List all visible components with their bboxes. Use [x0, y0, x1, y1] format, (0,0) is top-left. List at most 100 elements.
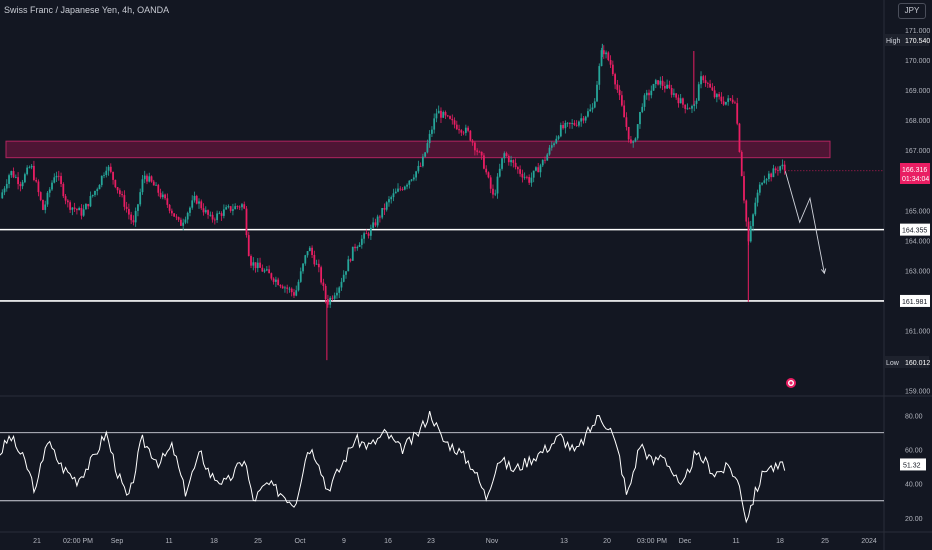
- candle-body: [679, 98, 682, 104]
- candle: [557, 135, 560, 141]
- price-tick-label: 165.000: [905, 208, 930, 215]
- price-tick-label: 169.000: [905, 88, 930, 95]
- candle-body: [10, 171, 13, 176]
- candle: [758, 182, 761, 196]
- candle-body: [279, 285, 282, 287]
- candle-body: [193, 195, 196, 201]
- candle: [770, 172, 773, 182]
- candle-body: [510, 160, 512, 163]
- candle-body: [229, 206, 232, 211]
- candle-body: [159, 192, 162, 198]
- candle: [548, 145, 551, 156]
- candle-body: [324, 285, 327, 300]
- currency-button[interactable]: JPY: [898, 3, 926, 19]
- candle-body: [657, 80, 659, 85]
- candle: [503, 151, 506, 163]
- candle: [743, 171, 745, 204]
- candle-body: [288, 288, 291, 290]
- candle-body: [589, 109, 592, 112]
- candle: [383, 203, 386, 216]
- candle: [670, 84, 673, 98]
- candle-body: [469, 130, 472, 141]
- candle-body: [211, 214, 214, 220]
- candle: [103, 172, 105, 179]
- candle-body: [272, 278, 275, 282]
- candle-body: [329, 297, 332, 305]
- candle: [632, 140, 635, 148]
- candle: [650, 85, 653, 99]
- candle-body: [388, 199, 390, 203]
- candle-body: [600, 50, 603, 67]
- candle-body: [575, 124, 578, 126]
- candle-body: [415, 171, 417, 178]
- candle: [175, 214, 178, 221]
- candle: [663, 81, 666, 93]
- candle: [602, 45, 605, 59]
- candle-body: [562, 125, 564, 129]
- candle-body: [12, 171, 15, 178]
- candle-body: [729, 98, 732, 100]
- candle: [284, 285, 286, 293]
- candle-body: [5, 183, 8, 189]
- candle-body: [473, 142, 476, 151]
- candle-body: [109, 166, 112, 172]
- candle: [437, 105, 440, 114]
- candle-body: [761, 182, 763, 185]
- candle-body: [783, 164, 786, 171]
- candle: [539, 163, 542, 178]
- resistance-zone: [5, 140, 831, 159]
- rsi-tick-label: 40.00: [905, 482, 923, 489]
- candle-body: [331, 297, 334, 299]
- candle-body: [618, 89, 621, 96]
- candle: [580, 113, 583, 127]
- candle-body: [501, 158, 503, 169]
- candle: [406, 183, 408, 190]
- candle-body: [60, 176, 62, 184]
- candle-body: [155, 184, 157, 186]
- rsi-line: [0, 411, 786, 524]
- candle-body: [304, 255, 307, 264]
- candle: [3, 186, 6, 196]
- candle: [33, 160, 35, 182]
- candle: [293, 288, 295, 298]
- candle-body: [607, 52, 610, 60]
- candle: [526, 175, 528, 180]
- candle-body: [630, 139, 632, 143]
- candle-body: [401, 189, 404, 190]
- candle-body: [170, 210, 173, 214]
- candle: [537, 162, 540, 173]
- candle: [609, 55, 612, 68]
- candle: [304, 254, 307, 266]
- candle: [358, 242, 361, 248]
- candle-body: [354, 246, 356, 249]
- candle-body: [363, 233, 365, 239]
- candle: [369, 224, 372, 240]
- candle: [193, 191, 196, 203]
- candle: [130, 211, 133, 225]
- candle: [324, 283, 327, 304]
- candle: [440, 107, 442, 124]
- candle: [532, 170, 535, 183]
- high-tag-value: 170.540: [905, 38, 930, 45]
- candle: [630, 136, 632, 144]
- candle-body: [421, 156, 424, 167]
- candle: [700, 71, 702, 89]
- candle: [711, 83, 714, 92]
- candle: [550, 141, 553, 151]
- candle-body: [180, 219, 182, 226]
- candle: [170, 208, 173, 217]
- candle: [507, 154, 510, 166]
- candle: [779, 165, 782, 174]
- candle-body: [177, 217, 180, 220]
- candle: [666, 79, 669, 90]
- candle-body: [132, 220, 135, 223]
- candle: [390, 195, 393, 204]
- candle-body: [182, 222, 185, 226]
- candle: [453, 117, 456, 129]
- candle-body: [118, 190, 121, 195]
- countdown-value: 01:34:04: [902, 176, 929, 183]
- candle-body: [14, 177, 17, 178]
- candle: [98, 184, 101, 190]
- projection-arrowhead: [820, 268, 827, 275]
